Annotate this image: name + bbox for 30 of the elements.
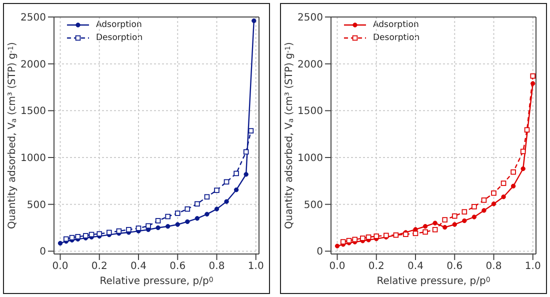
legend-label: Adsorption bbox=[373, 20, 419, 30]
x-tick-label: 0.4 bbox=[130, 261, 146, 272]
x-tick-label: 0.8 bbox=[208, 261, 225, 272]
x-tick-label: 0.6 bbox=[446, 261, 463, 272]
y-tick-label: 500 bbox=[304, 200, 323, 211]
y-tick-label: 2000 bbox=[20, 59, 46, 70]
y-tick-label: 1000 bbox=[20, 153, 46, 164]
y-tick-label: 500 bbox=[26, 200, 46, 211]
x-tick-label: 0.2 bbox=[368, 261, 384, 272]
x-axis-title: Relative pressure, p/p$^{0}$ bbox=[100, 276, 214, 287]
x-tick-label: 0.8 bbox=[486, 261, 502, 272]
y-tick-label: 2500 bbox=[298, 12, 323, 24]
y-tick-label: 2500 bbox=[20, 12, 46, 24]
legend-label: Desorption bbox=[96, 32, 143, 42]
x-tick-label: 1.0 bbox=[248, 261, 264, 272]
legend-label: Adsorption bbox=[96, 20, 142, 30]
y-tick-label: 0 bbox=[40, 246, 46, 258]
y-tick-label: 1500 bbox=[20, 106, 46, 118]
y-tick-label: 0 bbox=[316, 246, 323, 258]
y-tick-label: 1000 bbox=[298, 153, 323, 164]
legend-label: Desorption bbox=[373, 32, 420, 42]
y-tick-label: 1500 bbox=[298, 106, 323, 118]
x-tick-label: 0.2 bbox=[91, 261, 108, 272]
x-tick-label: 0.4 bbox=[408, 261, 424, 272]
y-tick-label: 2000 bbox=[298, 59, 323, 70]
x-axis-title: Relative pressure, p/p$^{0}$ bbox=[376, 276, 490, 287]
x-tick-label: 0.0 bbox=[52, 261, 68, 272]
x-tick-label: 0.0 bbox=[329, 261, 346, 272]
x-tick-label: 0.6 bbox=[170, 261, 186, 272]
x-tick-label: 1.0 bbox=[524, 261, 541, 272]
